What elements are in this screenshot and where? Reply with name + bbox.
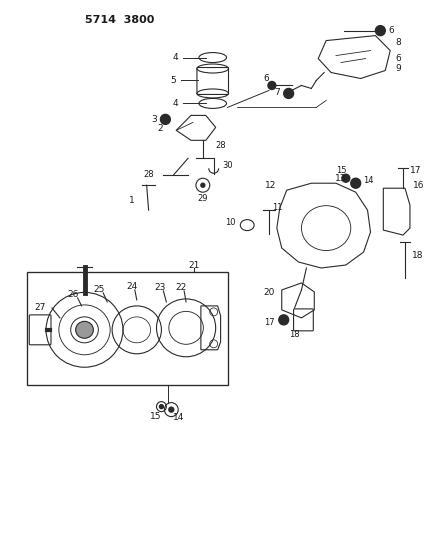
Text: 7: 7 [273,88,279,97]
Text: 18: 18 [288,330,299,340]
Text: 10: 10 [225,217,235,227]
Circle shape [267,82,275,90]
Circle shape [350,178,360,188]
Text: 17: 17 [264,318,274,327]
Text: 22: 22 [175,284,186,293]
Text: 30: 30 [222,161,233,170]
Text: 4: 4 [172,53,178,62]
Circle shape [159,405,163,409]
Text: 11: 11 [271,203,282,212]
Circle shape [168,407,173,412]
Text: 13: 13 [334,174,346,183]
Text: 6: 6 [387,26,393,35]
Circle shape [278,315,288,325]
Circle shape [283,88,293,99]
Text: 26: 26 [67,290,78,300]
Bar [27,272,227,385]
Text: 25: 25 [93,286,105,294]
Text: 5714  3800: 5714 3800 [84,15,153,25]
Text: 4: 4 [172,99,178,108]
Text: 14: 14 [172,413,184,422]
Text: 6: 6 [394,54,400,63]
Text: 16: 16 [412,181,423,190]
Text: 28: 28 [215,141,226,150]
Text: 5: 5 [170,76,176,85]
Ellipse shape [75,321,93,338]
Text: 18: 18 [411,251,423,260]
Text: 6: 6 [262,74,268,83]
Text: 2: 2 [158,124,163,133]
Text: 24: 24 [126,282,137,292]
Circle shape [374,26,384,36]
Text: 27: 27 [35,303,46,312]
Text: 12: 12 [264,181,275,190]
Text: 23: 23 [154,284,166,293]
Text: 8: 8 [394,38,400,47]
Text: 15: 15 [150,412,161,421]
Text: 15: 15 [335,166,345,175]
Text: 14: 14 [362,176,372,185]
Circle shape [341,174,349,182]
Text: 3: 3 [151,115,157,124]
Text: 9: 9 [394,64,400,73]
Text: 1: 1 [129,196,135,205]
Text: 28: 28 [143,169,153,179]
Text: 20: 20 [263,288,274,297]
Text: 29: 29 [197,193,207,203]
Circle shape [160,115,170,124]
Circle shape [200,183,204,187]
Text: 21: 21 [188,261,199,270]
Text: 17: 17 [409,166,420,175]
